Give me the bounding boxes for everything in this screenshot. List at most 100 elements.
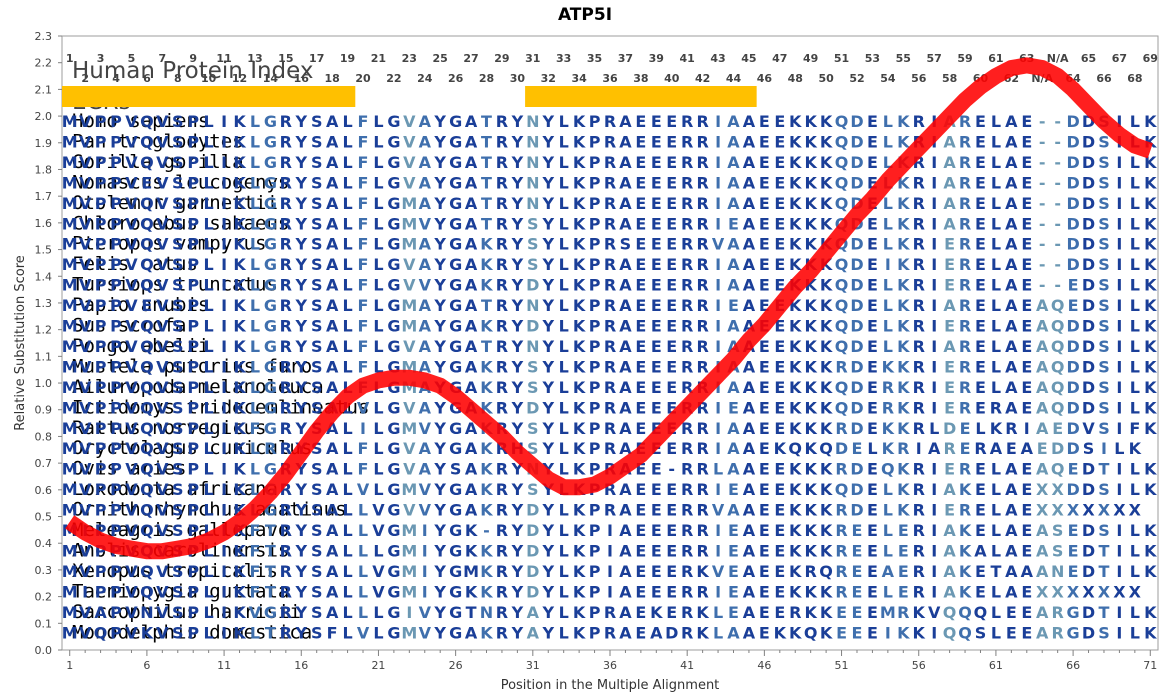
residue: R [897, 603, 909, 622]
residue: L [373, 255, 383, 274]
residue: A [326, 153, 339, 172]
residue: D [1082, 337, 1095, 356]
residue: I [715, 276, 721, 295]
residue: X [1036, 480, 1049, 499]
residue-index-top: 43 [710, 52, 725, 65]
residue: E [975, 153, 986, 172]
residue: R [496, 235, 508, 254]
residue: R [604, 112, 616, 131]
residue: S [1052, 541, 1064, 560]
residue: P [110, 439, 122, 458]
residue: L [559, 603, 569, 622]
residue: A [326, 276, 339, 295]
residue: E [666, 582, 677, 601]
residue: A [727, 255, 740, 274]
residue: R [496, 255, 508, 274]
residue: V [79, 173, 92, 192]
residue: A [727, 419, 740, 438]
residue: E [666, 276, 677, 295]
residue: A [94, 603, 107, 622]
residue: Y [433, 480, 446, 499]
residue: A [1005, 357, 1018, 376]
residue: A [1005, 562, 1018, 581]
residue: E [759, 255, 770, 274]
residue: A [465, 173, 478, 192]
residue: Y [541, 623, 554, 642]
residue: Q [819, 439, 833, 458]
residue: L [204, 194, 214, 213]
residue: A [1021, 562, 1034, 581]
residue: L [204, 439, 214, 458]
residue: A [743, 582, 756, 601]
residue: R [913, 235, 925, 254]
residue: R [604, 235, 616, 254]
residue: L [991, 317, 1001, 336]
residue: L [342, 317, 352, 336]
residue: K [804, 378, 817, 397]
residue: L [559, 623, 569, 642]
residue: A [1005, 194, 1018, 213]
residue: E [1021, 480, 1032, 499]
residue: A [1005, 132, 1018, 151]
residue: P [95, 296, 107, 315]
residue: M [62, 460, 78, 479]
residue: G [387, 337, 400, 356]
residue: R [604, 276, 616, 295]
residue: E [975, 194, 986, 213]
residue: K [233, 173, 246, 192]
residue: K [1144, 317, 1157, 336]
residue: K [233, 153, 246, 172]
residue: K [820, 153, 833, 172]
residue: P [110, 153, 122, 172]
residue: L [883, 480, 893, 499]
residue: G [449, 317, 462, 336]
residue: G [387, 194, 400, 213]
residue: I [422, 541, 428, 560]
residue: Y [294, 541, 307, 560]
residue: L [883, 296, 893, 315]
residue: R [696, 214, 708, 233]
residue: L [373, 623, 383, 642]
residue: Y [433, 541, 446, 560]
residue: E [635, 112, 646, 131]
residue: D [850, 460, 863, 479]
residue: R [604, 378, 616, 397]
residue: X [1113, 582, 1126, 601]
residue: V [403, 276, 416, 295]
residue: E [651, 460, 662, 479]
residue: S [311, 235, 323, 254]
residue: A [943, 132, 956, 151]
residue: F [249, 562, 260, 581]
residue: T [1099, 541, 1110, 560]
residue: R [959, 214, 971, 233]
y-tick-label: 1.6 [35, 217, 53, 230]
residue: L [1130, 296, 1140, 315]
residue: P [589, 357, 601, 376]
residue: L [342, 235, 352, 254]
residue: R [604, 214, 616, 233]
residue: K [233, 337, 246, 356]
residue: F [249, 541, 260, 560]
residue: R [913, 378, 925, 397]
residue: E [759, 378, 770, 397]
residue: A [943, 337, 956, 356]
residue-index-bottom: 50 [818, 72, 834, 85]
residue: A [619, 112, 632, 131]
residue: P [589, 378, 601, 397]
residue: R [604, 501, 616, 520]
residue: K [573, 214, 586, 233]
residue: R [913, 173, 925, 192]
residue: E [651, 194, 662, 213]
residue: K [789, 235, 802, 254]
residue: L [373, 296, 383, 315]
residue: - [1054, 173, 1061, 192]
residue: S [172, 419, 184, 438]
residue: A [727, 317, 740, 336]
residue-index-top: 13 [247, 52, 262, 65]
residue: E [635, 194, 646, 213]
residue: G [264, 357, 277, 376]
residue: A [743, 398, 756, 417]
residue-index-top: 23 [402, 52, 417, 65]
residue: I [607, 521, 613, 540]
residue: R [835, 521, 847, 540]
